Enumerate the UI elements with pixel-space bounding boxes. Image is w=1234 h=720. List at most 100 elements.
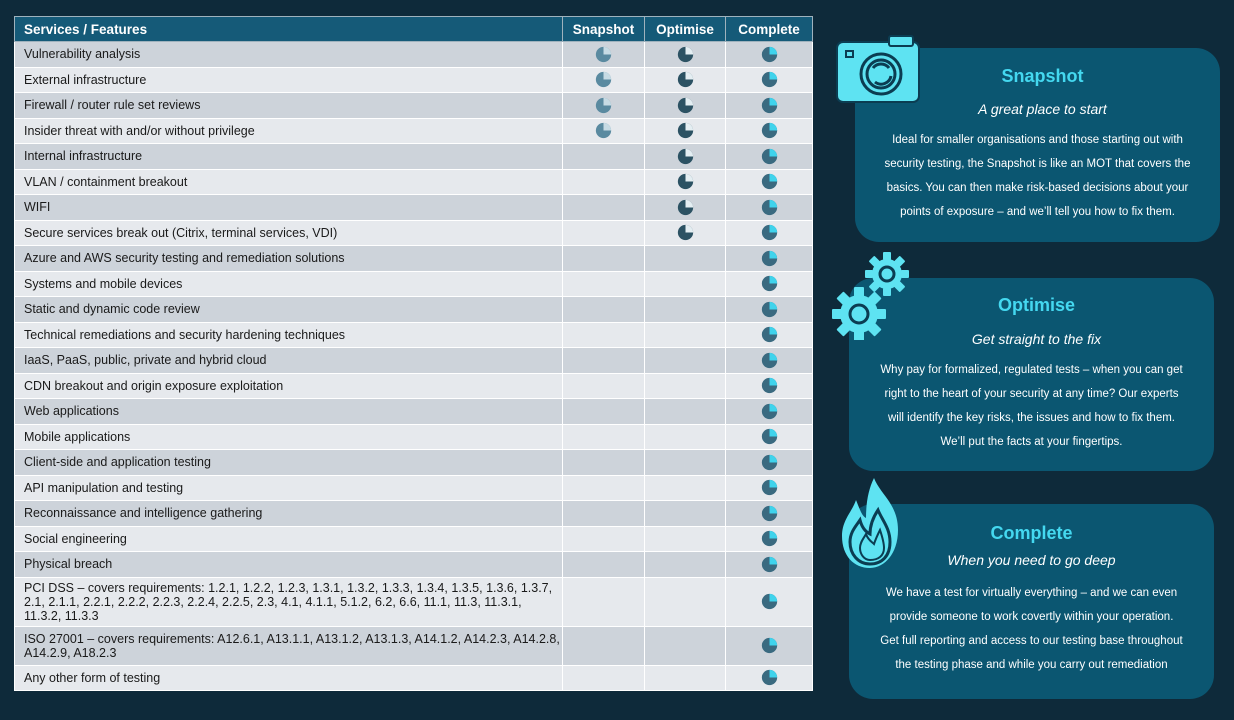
complete-cell bbox=[725, 117, 813, 144]
table-row: Client-side and application testing bbox=[14, 449, 813, 476]
table-row: Secure services break out (Citrix, termi… bbox=[14, 219, 813, 246]
pie-full-icon bbox=[761, 403, 777, 419]
complete-cell bbox=[725, 576, 813, 627]
optimise-cell bbox=[644, 551, 726, 578]
pie-full-icon bbox=[761, 250, 777, 266]
table-row: Vulnerability analysis bbox=[14, 41, 813, 68]
snapshot-cell bbox=[562, 270, 645, 297]
feature-label: CDN breakout and origin exposure exploit… bbox=[14, 372, 563, 399]
complete-cell bbox=[725, 423, 813, 450]
snapshot-cell bbox=[562, 576, 645, 627]
complete-cell bbox=[725, 625, 813, 666]
pie-full-icon bbox=[761, 225, 777, 241]
complete-cell bbox=[725, 41, 813, 68]
snapshot-cell bbox=[562, 143, 645, 170]
table-row: Mobile applications bbox=[14, 423, 813, 450]
table-row: Systems and mobile devices bbox=[14, 270, 813, 297]
table-row: Reconnaissance and intelligence gatherin… bbox=[14, 500, 813, 527]
optimise-cell bbox=[644, 321, 726, 348]
pie-full-icon bbox=[761, 123, 777, 139]
table-row: Any other form of testing bbox=[14, 664, 813, 691]
complete-card: Complete When you need to go deep We hav… bbox=[849, 504, 1214, 699]
snapshot-cell bbox=[562, 347, 645, 374]
optimise-cell bbox=[644, 474, 726, 501]
complete-cell bbox=[725, 449, 813, 476]
pie-full-icon bbox=[761, 301, 777, 317]
optimise-cell bbox=[644, 219, 726, 246]
optimise-cell bbox=[644, 245, 726, 272]
optimise-desc-line: We’ll put the facts at your fingertips. bbox=[940, 436, 1123, 448]
pie-three-quarter-icon bbox=[677, 97, 693, 113]
snapshot-cell bbox=[562, 296, 645, 323]
table-row: ISO 27001 – covers requirements: A12.6.1… bbox=[14, 625, 813, 666]
snapshot-cell bbox=[562, 66, 645, 93]
snapshot-cell bbox=[562, 41, 645, 68]
snapshot-desc-line: points of exposure – and we’ll tell you … bbox=[900, 206, 1175, 218]
optimise-cell bbox=[644, 372, 726, 399]
optimise-cell bbox=[644, 664, 726, 691]
optimise-subtitle: Get straight to the fix bbox=[971, 331, 1102, 347]
optimise-cell bbox=[644, 270, 726, 297]
complete-cell bbox=[725, 500, 813, 527]
pie-full-icon bbox=[761, 670, 777, 686]
snapshot-title: Snapshot bbox=[1001, 66, 1084, 86]
optimise-cell bbox=[644, 347, 726, 374]
complete-cell bbox=[725, 92, 813, 119]
table-row: Firewall / router rule set reviews bbox=[14, 92, 813, 119]
snapshot-cell bbox=[562, 219, 645, 246]
feature-label: Any other form of testing bbox=[14, 664, 563, 691]
complete-cell bbox=[725, 372, 813, 399]
pie-three-quarter-icon bbox=[677, 46, 693, 62]
pie-quarter-icon bbox=[595, 72, 612, 88]
optimise-cell bbox=[644, 625, 726, 666]
snapshot-cell bbox=[562, 551, 645, 578]
pie-quarter-icon bbox=[595, 46, 612, 62]
optimise-cell bbox=[644, 423, 726, 450]
table-row: Physical breach bbox=[14, 551, 813, 578]
complete-desc-line: provide someone to work covertly within … bbox=[889, 611, 1174, 623]
optimise-cell bbox=[644, 41, 726, 68]
complete-cell bbox=[725, 270, 813, 297]
pie-three-quarter-icon bbox=[677, 174, 693, 190]
optimise-cell bbox=[644, 168, 726, 195]
feature-label: Physical breach bbox=[14, 551, 563, 578]
snapshot-cell bbox=[562, 372, 645, 399]
optimise-cell bbox=[644, 398, 726, 425]
optimise-cell bbox=[644, 143, 726, 170]
pie-full-icon bbox=[761, 46, 777, 62]
optimise-title: Optimise bbox=[997, 295, 1076, 315]
feature-label: Technical remediations and security hard… bbox=[14, 321, 563, 348]
snapshot-cell bbox=[562, 500, 645, 527]
header-snapshot: Snapshot bbox=[562, 16, 645, 42]
feature-label: Azure and AWS security testing and remed… bbox=[14, 245, 563, 272]
pie-quarter-icon bbox=[595, 123, 612, 139]
table-row: VLAN / containment breakout bbox=[14, 168, 813, 195]
pie-full-icon bbox=[761, 276, 777, 292]
table-row: Technical remediations and security hard… bbox=[14, 321, 813, 348]
feature-label: IaaS, PaaS, public, private and hybrid c… bbox=[14, 347, 563, 374]
complete-cell bbox=[725, 245, 813, 272]
optimise-cell bbox=[644, 500, 726, 527]
table-row: Internal infrastructure bbox=[14, 143, 813, 170]
table-row: Web applications bbox=[14, 398, 813, 425]
complete-cell bbox=[725, 347, 813, 374]
pie-three-quarter-icon bbox=[677, 199, 693, 215]
feature-label: Mobile applications bbox=[14, 423, 563, 450]
feature-label: PCI DSS – covers requirements: 1.2.1, 1.… bbox=[14, 576, 563, 627]
complete-cell bbox=[725, 321, 813, 348]
feature-label: Systems and mobile devices bbox=[14, 270, 563, 297]
feature-label: ISO 27001 – covers requirements: A12.6.1… bbox=[14, 625, 563, 666]
optimise-desc-line: will identify the key risks, the issues … bbox=[888, 412, 1175, 424]
pie-three-quarter-icon bbox=[677, 148, 693, 164]
snapshot-description: Ideal for smaller organisations and thos… bbox=[869, 128, 1206, 224]
table-row: PCI DSS – covers requirements: 1.2.1, 1.… bbox=[14, 576, 813, 627]
pie-full-icon bbox=[761, 593, 777, 610]
header-services-features: Services / Features bbox=[14, 16, 563, 42]
pie-full-icon bbox=[761, 378, 777, 394]
feature-label: External infrastructure bbox=[14, 66, 563, 93]
table-header-row: Services / Features Snapshot Optimise Co… bbox=[14, 16, 813, 42]
complete-cell bbox=[725, 525, 813, 552]
complete-desc-line: We have a test for virtually everything … bbox=[885, 587, 1178, 599]
snapshot-cell bbox=[562, 398, 645, 425]
optimise-description: Why pay for formalized, regulated tests … bbox=[863, 358, 1200, 454]
